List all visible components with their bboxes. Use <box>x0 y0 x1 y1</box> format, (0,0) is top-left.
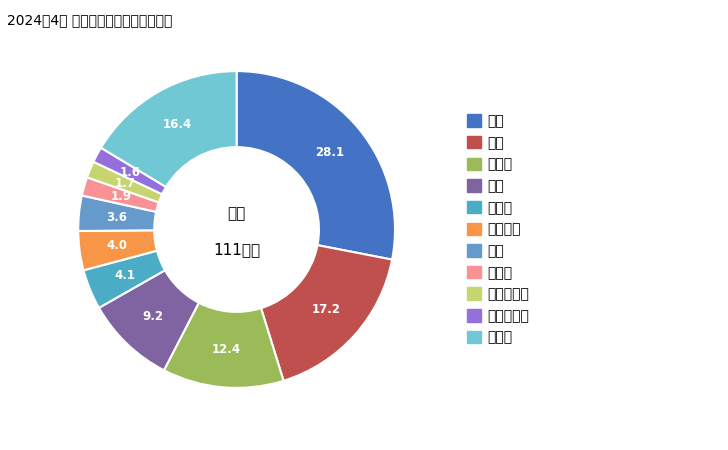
Text: 3.6: 3.6 <box>106 211 127 224</box>
Text: 111億円: 111億円 <box>213 243 260 257</box>
Text: 4.1: 4.1 <box>115 269 135 282</box>
Wedge shape <box>87 162 162 202</box>
Wedge shape <box>93 148 166 194</box>
Wedge shape <box>82 177 159 212</box>
Text: 12.4: 12.4 <box>211 343 241 356</box>
Wedge shape <box>78 230 157 270</box>
Wedge shape <box>84 251 165 308</box>
Text: 16.4: 16.4 <box>163 118 192 131</box>
Text: 1.6: 1.6 <box>120 166 141 179</box>
Text: 総額: 総額 <box>227 206 246 221</box>
Text: 9.2: 9.2 <box>143 310 164 323</box>
Text: 1.9: 1.9 <box>110 190 131 203</box>
Wedge shape <box>164 303 284 388</box>
Wedge shape <box>78 195 156 231</box>
Text: 4.0: 4.0 <box>107 239 128 252</box>
Text: 17.2: 17.2 <box>312 303 341 316</box>
Text: 28.1: 28.1 <box>315 146 344 159</box>
Legend: 中国, 米国, ドイツ, 台湾, スイス, イタリア, 韓国, カナダ, ポーランド, ボルトガル, その他: 中国, 米国, ドイツ, 台湾, スイス, イタリア, 韓国, カナダ, ポーラ… <box>462 109 535 350</box>
Wedge shape <box>261 245 392 381</box>
Wedge shape <box>101 71 237 187</box>
Wedge shape <box>99 270 199 370</box>
Wedge shape <box>237 71 395 260</box>
Text: 2024年4月 輸入相手国のシェア（％）: 2024年4月 輸入相手国のシェア（％） <box>7 14 173 27</box>
Text: 1.7: 1.7 <box>115 177 135 190</box>
